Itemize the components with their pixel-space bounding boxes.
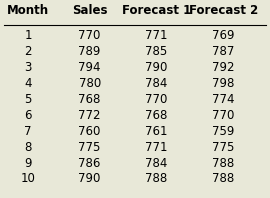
Text: 784: 784 [145, 157, 168, 169]
Text: 8: 8 [25, 141, 32, 154]
Text: 770: 770 [145, 93, 168, 106]
Text: 780: 780 [79, 77, 101, 90]
Text: 3: 3 [25, 61, 32, 74]
Text: 5: 5 [25, 93, 32, 106]
Text: 792: 792 [212, 61, 234, 74]
Text: 2: 2 [25, 45, 32, 58]
Text: Forecast 1: Forecast 1 [122, 4, 191, 17]
Text: 771: 771 [145, 141, 168, 154]
Text: 789: 789 [79, 45, 101, 58]
Text: 788: 788 [212, 172, 234, 186]
Text: 769: 769 [212, 30, 234, 43]
Text: 788: 788 [145, 172, 168, 186]
Text: 768: 768 [145, 109, 168, 122]
Text: 772: 772 [78, 109, 101, 122]
Text: 760: 760 [79, 125, 101, 138]
Text: Forecast 2: Forecast 2 [188, 4, 258, 17]
Text: 775: 775 [79, 141, 101, 154]
Text: 4: 4 [25, 77, 32, 90]
Text: 774: 774 [212, 93, 234, 106]
Text: 790: 790 [79, 172, 101, 186]
Text: 785: 785 [145, 45, 168, 58]
Text: 771: 771 [145, 30, 168, 43]
Text: 761: 761 [145, 125, 168, 138]
Text: 770: 770 [212, 109, 234, 122]
Text: 794: 794 [78, 61, 101, 74]
Text: 770: 770 [79, 30, 101, 43]
Text: 6: 6 [25, 109, 32, 122]
Text: 759: 759 [212, 125, 234, 138]
Text: Sales: Sales [72, 4, 107, 17]
Text: 768: 768 [79, 93, 101, 106]
Text: 9: 9 [25, 157, 32, 169]
Text: 787: 787 [212, 45, 234, 58]
Text: Month: Month [7, 4, 49, 17]
Text: 775: 775 [212, 141, 234, 154]
Text: 790: 790 [145, 61, 168, 74]
Text: 784: 784 [145, 77, 168, 90]
Text: 7: 7 [25, 125, 32, 138]
Text: 788: 788 [212, 157, 234, 169]
Text: 786: 786 [79, 157, 101, 169]
Text: 798: 798 [212, 77, 234, 90]
Text: 1: 1 [25, 30, 32, 43]
Text: 10: 10 [21, 172, 36, 186]
